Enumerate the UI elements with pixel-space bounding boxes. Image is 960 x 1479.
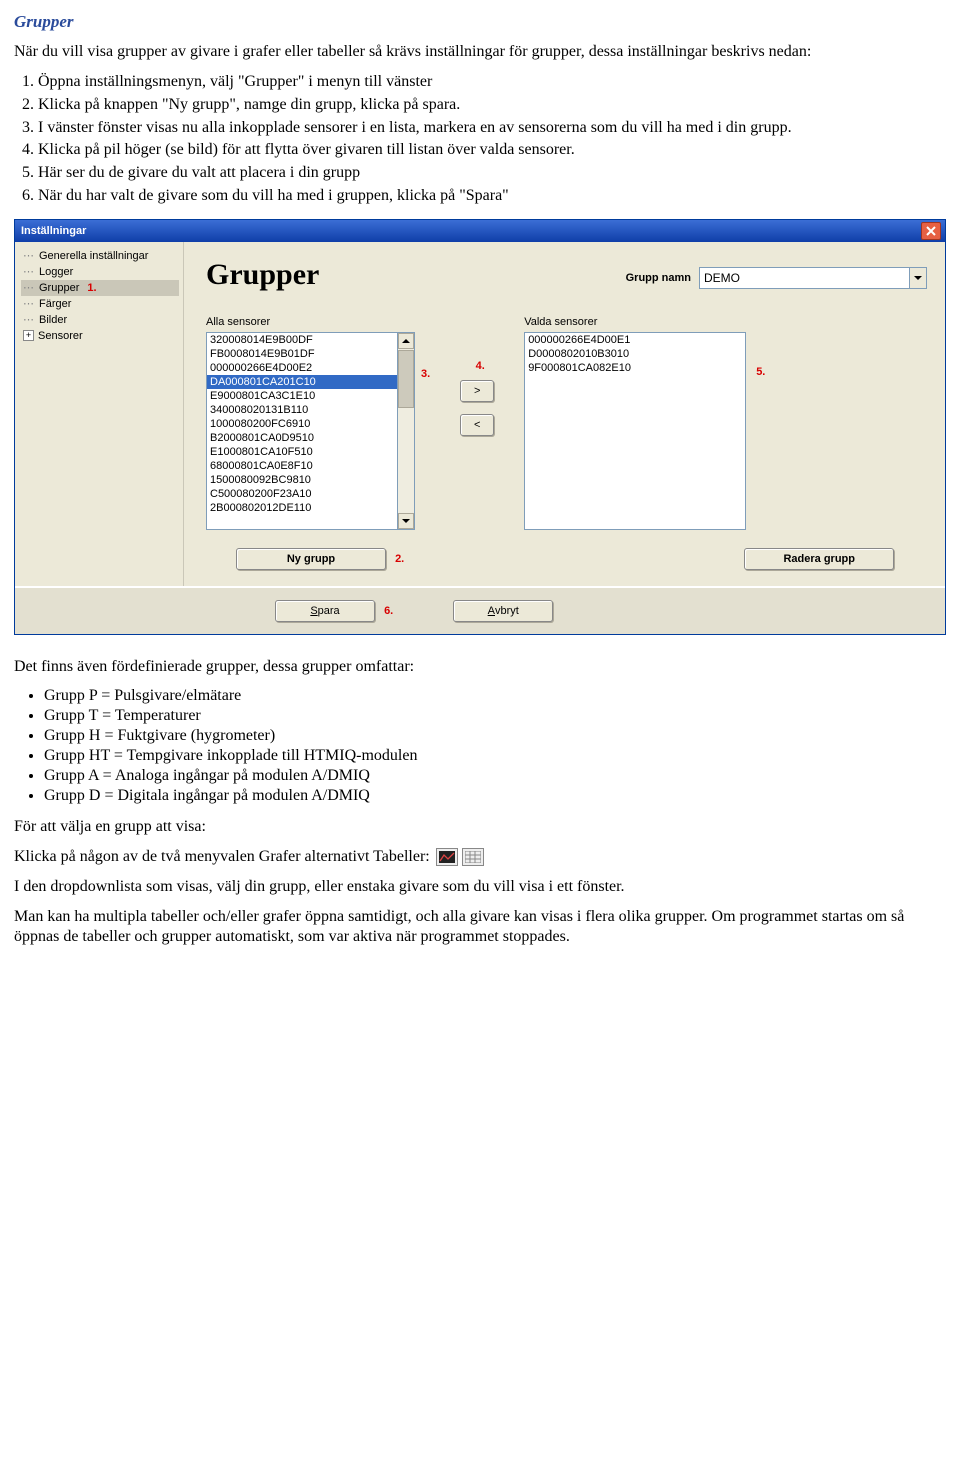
annotation-4: 4. xyxy=(476,360,485,372)
alla-sensorer-list[interactable]: 320008014E9B00DF FB0008014E9B01DF 000000… xyxy=(206,332,398,530)
alla-scrollbar[interactable] xyxy=(398,332,415,530)
groupname-label: Grupp namn xyxy=(626,272,691,284)
annotation-3: 3. xyxy=(421,368,430,380)
list-item[interactable]: 000000266E4D00E2 xyxy=(207,361,397,375)
predef-item: Grupp HT = Tempgivare inkopplade till HT… xyxy=(44,747,946,765)
tree-item-grupper[interactable]: ⋯Grupper1. xyxy=(21,280,179,296)
list-item[interactable]: 320008014E9B00DF xyxy=(207,333,397,347)
page-heading: Grupper xyxy=(14,12,946,32)
settings-window: Inställningar ⋯Generella inställningar ⋯… xyxy=(14,219,946,635)
list-item[interactable]: 1500080092BC9810 xyxy=(207,473,397,487)
chevron-down-icon xyxy=(914,274,922,282)
groupname-input[interactable] xyxy=(700,268,909,288)
predef-item: Grupp T = Temperaturer xyxy=(44,707,946,725)
annotation-6: 6. xyxy=(384,605,393,617)
list-item[interactable]: E9000801CA3C1E10 xyxy=(207,389,397,403)
tail-line-2: I den dropdownlista som visas, välj din … xyxy=(14,877,946,897)
list-item[interactable]: D0000802010B3010 xyxy=(525,347,745,361)
radera-grupp-button[interactable]: Radera grupp xyxy=(744,548,894,570)
chevron-up-icon xyxy=(402,337,410,345)
window-title: Inställningar xyxy=(21,225,86,237)
tree-item-general[interactable]: ⋯Generella inställningar xyxy=(21,248,179,264)
list-item[interactable]: 9F000801CA082E10 xyxy=(525,361,745,375)
spara-button[interactable]: Spara xyxy=(275,600,375,622)
annotation-5: 5. xyxy=(756,366,765,378)
list-item[interactable]: C500080200F23A10 xyxy=(207,487,397,501)
annotation-1: 1. xyxy=(87,282,96,294)
list-item[interactable]: 1000080200FC6910 xyxy=(207,417,397,431)
predef-item: Grupp P = Pulsgivare/elmätare xyxy=(44,687,946,705)
list-item[interactable]: 68000801CA0E8F10 xyxy=(207,459,397,473)
intro-paragraph: När du vill visa grupper av givare i gra… xyxy=(14,42,946,62)
dropdown-button[interactable] xyxy=(909,268,926,288)
steps-list: Öppna inställningsmenyn, välj "Grupper" … xyxy=(38,72,946,207)
table-icon xyxy=(462,848,484,866)
tree-item-farger[interactable]: ⋯Färger xyxy=(21,296,179,312)
move-left-button[interactable]: < xyxy=(460,414,494,436)
move-right-button[interactable]: > xyxy=(460,380,494,402)
select-group-heading: För att välja en grupp att visa: xyxy=(14,817,946,837)
avbryt-button[interactable]: Avbryt xyxy=(453,600,553,622)
tree-item-logger[interactable]: ⋯Logger xyxy=(21,264,179,280)
settings-pane: Grupper Grupp namn Alla s xyxy=(184,242,945,586)
valda-sensorer-list[interactable]: 000000266E4D00E1 D0000802010B3010 9F0008… xyxy=(524,332,746,530)
predef-item: Grupp D = Digitala ingångar på modulen A… xyxy=(44,787,946,805)
step-item: Klicka på pil höger (se bild) för att fl… xyxy=(38,140,946,161)
tail-line-3: Man kan ha multipla tabeller och/eller g… xyxy=(14,907,946,947)
scroll-down-button[interactable] xyxy=(398,513,414,529)
step-item: Klicka på knappen "Ny grupp", namge din … xyxy=(38,95,946,116)
scroll-up-button[interactable] xyxy=(398,333,414,349)
window-close-button[interactable] xyxy=(921,222,941,240)
predef-list: Grupp P = Pulsgivare/elmätare Grupp T = … xyxy=(44,687,946,805)
tail-line-1: Klicka på någon av de två menyvalen Graf… xyxy=(14,847,946,867)
step-item: Här ser du de givare du valt att placera… xyxy=(38,163,946,184)
predef-intro: Det finns även fördefinierade grupper, d… xyxy=(14,657,946,677)
chevron-down-icon xyxy=(402,517,410,525)
list-item[interactable]: 340008020131B110 xyxy=(207,403,397,417)
list-item[interactable]: 000000266E4D00E1 xyxy=(525,333,745,347)
valda-label: Valda sensorer xyxy=(524,316,746,328)
list-item[interactable]: 2B000802012DE110 xyxy=(207,501,397,515)
footer-button-row: Spara 6. Avbryt xyxy=(15,586,945,634)
list-item[interactable]: FB0008014E9B01DF xyxy=(207,347,397,361)
step-item: När du har valt de givare som du vill ha… xyxy=(38,186,946,207)
graph-icon xyxy=(436,848,458,866)
list-item[interactable]: B2000801CA0D9510 xyxy=(207,431,397,445)
predef-item: Grupp H = Fuktgivare (hygrometer) xyxy=(44,727,946,745)
step-item: Öppna inställningsmenyn, välj "Grupper" … xyxy=(38,72,946,93)
predef-item: Grupp A = Analoga ingångar på modulen A/… xyxy=(44,767,946,785)
list-item[interactable]: DA000801CA201C10 xyxy=(207,375,397,389)
tree-item-bilder[interactable]: ⋯Bilder xyxy=(21,312,179,328)
tree-item-sensorer[interactable]: +Sensorer xyxy=(21,328,179,344)
scroll-thumb[interactable] xyxy=(398,350,414,408)
window-titlebar: Inställningar xyxy=(15,220,945,242)
alla-label: Alla sensorer xyxy=(206,316,415,328)
ny-grupp-button[interactable]: Ny grupp xyxy=(236,548,386,570)
annotation-2: 2. xyxy=(395,553,404,565)
list-item[interactable]: E1000801CA10F510 xyxy=(207,445,397,459)
step-item: I vänster fönster visas nu alla inkoppla… xyxy=(38,118,946,139)
settings-tree: ⋯Generella inställningar ⋯Logger ⋯Gruppe… xyxy=(15,242,184,586)
pane-title: Grupper xyxy=(206,258,319,292)
tree-expand-icon[interactable]: + xyxy=(23,330,34,341)
close-icon xyxy=(926,226,936,236)
groupname-combo[interactable] xyxy=(699,267,927,289)
